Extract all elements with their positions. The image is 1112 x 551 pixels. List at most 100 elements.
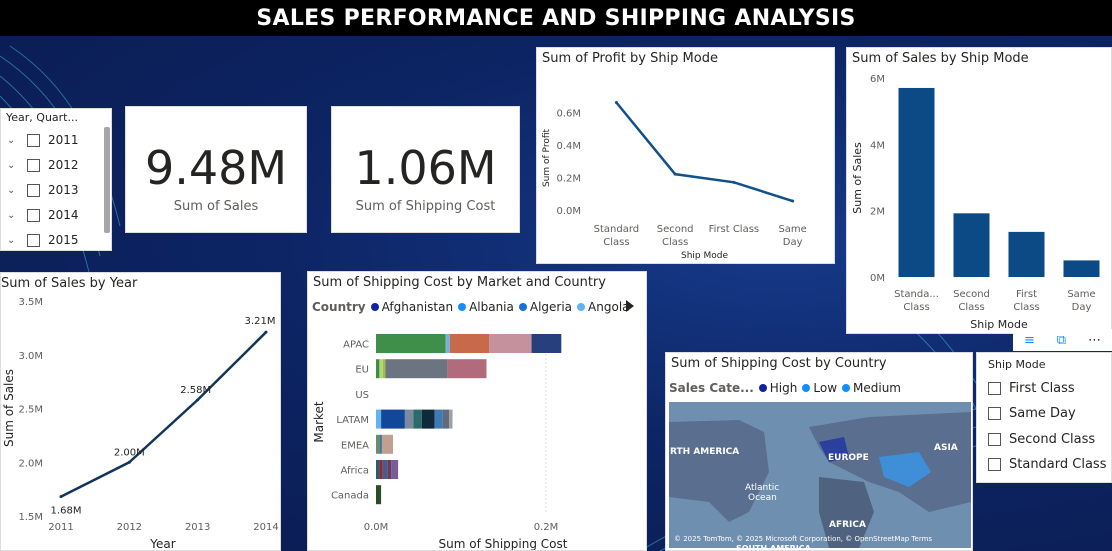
bar-segment [379, 434, 382, 454]
ship-mode-item[interactable]: First Class [988, 377, 1075, 399]
bar-segment [385, 359, 448, 379]
checkbox[interactable] [988, 432, 1001, 446]
checkbox[interactable] [27, 208, 40, 222]
x-tick-label: Class [958, 302, 984, 313]
data-point [127, 460, 131, 464]
year-slicer-item[interactable]: ⌄ 2014 [7, 204, 79, 226]
x-tick-label: Class [1013, 302, 1039, 313]
legend-marker [758, 384, 767, 392]
data-point [59, 495, 63, 499]
bar-segment [376, 485, 382, 505]
chevron-down-icon[interactable]: ⌄ [7, 159, 16, 171]
year-label: 2013 [48, 183, 79, 197]
bar-segment [381, 409, 405, 429]
data-point [264, 330, 268, 334]
legend-entry[interactable]: Albania [469, 300, 514, 314]
legend-entry[interactable]: High [769, 381, 798, 395]
focus-mode-icon[interactable]: ⧉ [1056, 332, 1067, 348]
chevron-down-icon[interactable]: ⌄ [7, 209, 16, 221]
y-tick-label: Africa [340, 466, 369, 477]
ship-mode-slicer: Ship Mode First Class Same Day Second Clas… [976, 352, 1112, 483]
chart-title: Sum of Shipping Cost by Market and Count… [313, 275, 606, 290]
bar-segment [376, 460, 380, 479]
profit-line-chart: 0.0M 0.2M 0.4M 0.6M Standard Class Second Class… [542, 101, 807, 261]
visual-header: ≡ ⧉ ⋯ [1013, 329, 1112, 351]
data-point [614, 101, 618, 105]
bar-segment [376, 334, 446, 353]
market-stacked-bar-chart: APAC EU US LATAM EMEA Africa Canada 0.0M 0.2M Sum… [312, 334, 568, 550]
bar [1008, 231, 1045, 277]
legend-entry[interactable]: Algeria [529, 300, 573, 314]
kpi-card-shipping-cost: 1.06M Sum of Shipping Cost [331, 106, 520, 233]
ship-mode-item[interactable]: Standard Class [988, 454, 1106, 476]
year-slicer-item[interactable]: ⌄ 2012 [7, 154, 79, 176]
legend-entry[interactable]: Medium [853, 381, 901, 395]
chevron-down-icon[interactable]: ⌄ [7, 234, 16, 246]
year-slicer-scrollbar[interactable] [104, 127, 110, 233]
ship-mode-item[interactable]: Same Day [988, 403, 1076, 425]
map-label-atlantic: Atlantic [745, 483, 780, 493]
bar-segment [449, 409, 453, 429]
page-title: SALES PERFORMANCE AND SHIPPING ANALYSIS [256, 5, 856, 31]
checkbox[interactable] [27, 233, 40, 247]
checkbox[interactable] [988, 458, 1001, 471]
y-tick-label: 0M [870, 273, 885, 284]
bar [898, 87, 935, 277]
y-tick-label: 2.0M [18, 458, 43, 469]
y-axis-title: Sum of Sales [851, 142, 864, 214]
bar-segment [531, 334, 562, 353]
legend-entry[interactable]: Low [813, 381, 838, 395]
y-tick-label: 0.0M [556, 206, 581, 217]
x-axis-title: Ship Mode [970, 318, 1028, 331]
x-tick-label: Class [603, 237, 629, 248]
data-label: 2.00M [114, 447, 145, 458]
checkbox[interactable] [27, 133, 40, 147]
sales-bar-chart: 0M 2M 4M 6M Standa... Class Second Class First Cl… [851, 74, 1100, 331]
data-label: 3.21M [245, 316, 276, 327]
bar-segment [379, 359, 383, 379]
year-slicer-header: Year, Quart... [6, 111, 78, 124]
bar-segment [382, 460, 388, 479]
x-tick-label: Same [1067, 289, 1095, 300]
year-slicer-item[interactable]: ⌄ 2011 [7, 129, 79, 151]
x-axis-title: Sum of Shipping Cost [439, 537, 568, 550]
world-map[interactable] [669, 402, 971, 548]
filter-icon[interactable]: ≡ [1023, 332, 1035, 348]
year-slicer-item[interactable]: ⌄ 2015 [7, 229, 79, 251]
map-attribution[interactable]: © 2025 TomTom, © 2025 Microsoft Corporat… [674, 535, 933, 543]
bar-segment [447, 359, 487, 379]
more-options-icon[interactable]: ⋯ [1088, 332, 1101, 348]
legend-entry[interactable]: Angola [588, 300, 630, 314]
year-slicer: Year, Quart... ⌄ 2011 ⌄ 2012 ⌄ 2013 ⌄ 2014 ⌄ 2015 [0, 108, 112, 251]
checkbox[interactable] [27, 158, 40, 172]
x-tick-label: 0.0M [364, 522, 389, 533]
ship-mode-slicer-header: Ship Mode [988, 358, 1046, 371]
year-label: 2011 [48, 133, 79, 147]
x-tick-label: Second [953, 289, 990, 300]
checkbox[interactable] [988, 381, 1001, 395]
chevron-down-icon[interactable]: ⌄ [7, 134, 16, 146]
legend-entry[interactable]: Afghanistan [381, 300, 454, 314]
y-tick-label: 0.4M [556, 141, 581, 152]
chart-title: Sum of Profit by Ship Mode [542, 51, 718, 66]
data-point [196, 398, 200, 402]
y-axis-title: Sum of Profit [542, 129, 552, 188]
title-bar: SALES PERFORMANCE AND SHIPPING ANALYSIS [0, 0, 1112, 36]
checkbox[interactable] [27, 183, 40, 197]
map-label-europe: EUROPE [828, 453, 869, 463]
y-tick-label: EMEA [341, 440, 369, 451]
checkbox[interactable] [988, 407, 1001, 420]
bar-segment [391, 460, 399, 479]
chevron-down-icon[interactable]: ⌄ [7, 184, 16, 196]
bar [1063, 260, 1100, 277]
legend-marker [370, 303, 379, 311]
legend-marker [458, 303, 467, 311]
kpi-label: Sum of Sales [173, 199, 259, 214]
x-tick-label: Class [903, 302, 929, 313]
legend-next-icon[interactable] [626, 300, 634, 312]
ship-mode-item[interactable]: Second Class [988, 428, 1095, 450]
sales-by-ship-mode-chart: Sum of Sales by Ship Mode 0M 2M 4M 6M Standa… [846, 47, 1112, 334]
y-tick-label: LATAM [336, 415, 369, 426]
year-slicer-item[interactable]: ⌄ 2013 [7, 179, 79, 201]
bar-segment [382, 359, 386, 379]
